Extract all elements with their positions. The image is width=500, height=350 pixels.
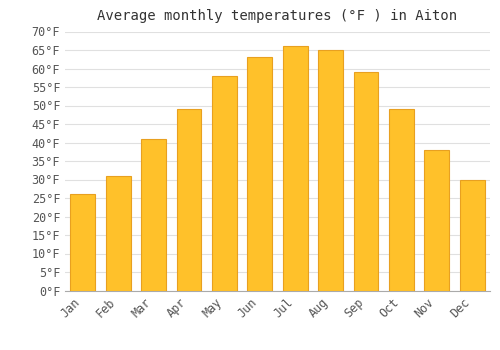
Bar xyxy=(70,194,95,290)
Bar xyxy=(141,139,166,290)
Bar xyxy=(318,50,343,290)
Bar xyxy=(212,76,237,290)
Bar xyxy=(283,46,308,290)
Bar xyxy=(176,109,202,290)
Bar xyxy=(106,176,130,290)
Bar xyxy=(248,57,272,290)
Bar xyxy=(424,150,450,290)
Bar xyxy=(389,109,414,290)
Bar xyxy=(354,72,378,290)
Title: Average monthly temperatures (°F ) in Aiton: Average monthly temperatures (°F ) in Ai… xyxy=(98,9,458,23)
Bar xyxy=(460,180,484,290)
